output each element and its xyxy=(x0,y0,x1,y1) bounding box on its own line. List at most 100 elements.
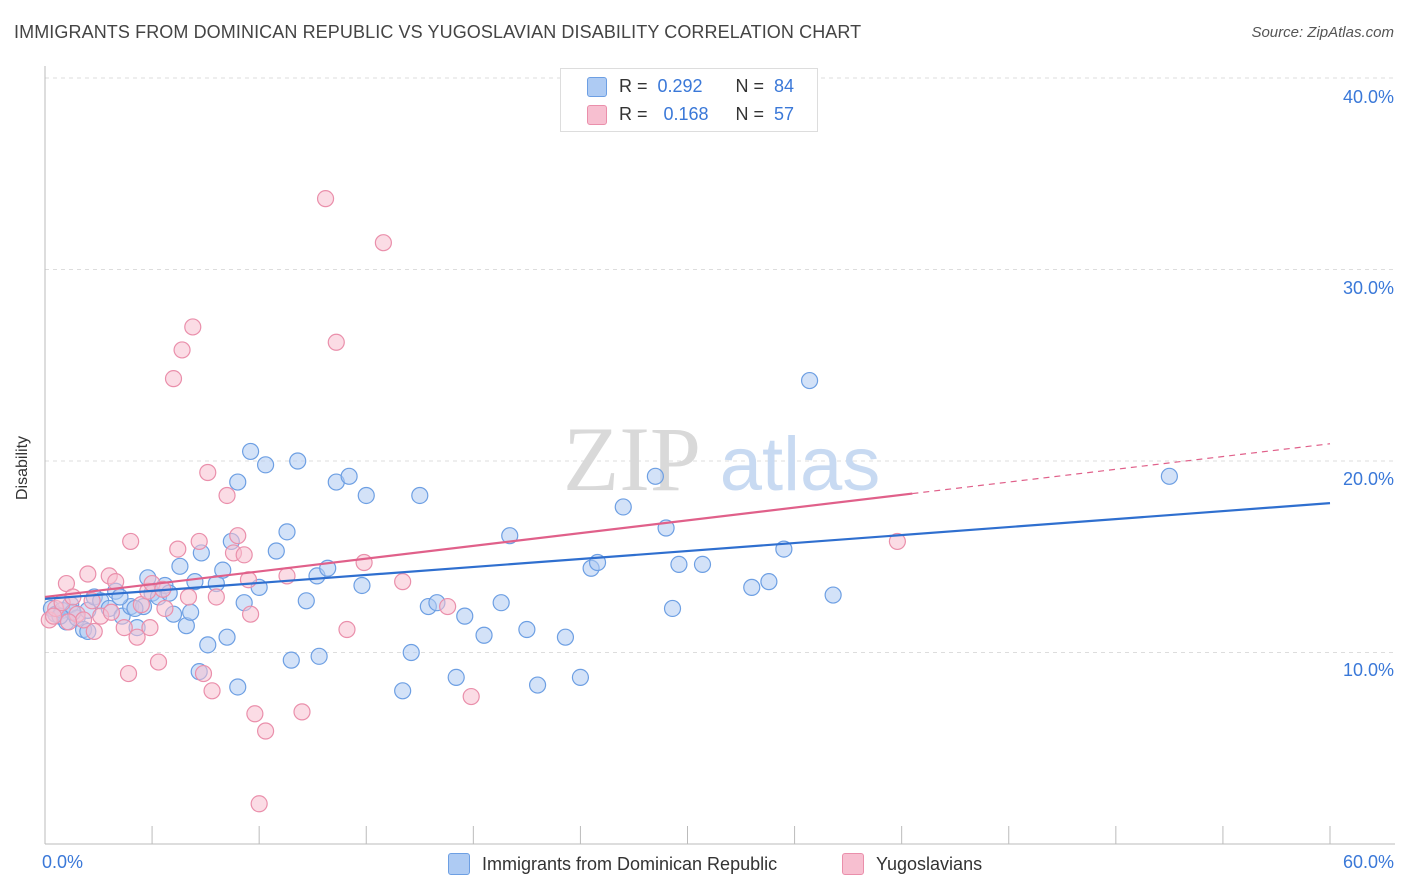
data-point-dominican xyxy=(278,523,296,541)
data-point-yugoslavian xyxy=(229,527,247,545)
y-tick-10: 10.0% xyxy=(1342,660,1394,680)
data-point-dominican xyxy=(111,588,129,606)
data-point-dominican xyxy=(310,647,328,665)
data-point-yugoslavian xyxy=(122,532,140,551)
data-point-dominican xyxy=(282,651,300,669)
data-point-dominican xyxy=(394,682,412,700)
data-point-yugoslavian xyxy=(462,687,480,706)
legend-r-value-2: 0.168 xyxy=(663,103,709,124)
chart-title: IMMIGRANTS FROM DOMINICAN REPUBLIC VS YU… xyxy=(14,22,862,42)
data-point-dominican xyxy=(693,555,712,574)
data-point-dominican xyxy=(447,668,465,686)
data-point-dominican xyxy=(353,576,371,595)
data-point-yugoslavian xyxy=(149,653,168,671)
data-point-dominican xyxy=(646,467,664,485)
legend-r-value-1: 0.292 xyxy=(657,75,703,96)
data-point-yugoslavian xyxy=(199,463,217,482)
trend-line-dominican-solid xyxy=(44,502,1331,600)
data-point-yugoslavian xyxy=(203,682,221,700)
data-point-dominican xyxy=(743,578,761,596)
legend-swatch-blue xyxy=(587,77,607,97)
data-point-yugoslavian xyxy=(338,620,356,639)
data-point-yugoslavian xyxy=(102,603,120,621)
legend-swatch-dominican xyxy=(448,853,470,875)
data-point-yugoslavian xyxy=(83,592,101,610)
data-point-yugoslavian xyxy=(316,190,335,208)
data-point-yugoslavian xyxy=(141,619,159,637)
data-point-yugoslavian xyxy=(173,341,191,359)
data-point-yugoslavian xyxy=(256,722,275,740)
legend-swatch-yugoslavian xyxy=(842,853,864,875)
series-yugoslavian-points xyxy=(40,190,906,813)
data-point-yugoslavian xyxy=(242,605,260,623)
data-point-dominican xyxy=(242,442,260,461)
legend-r-label-1: R = xyxy=(619,75,648,96)
data-point-dominican xyxy=(229,678,247,696)
legend-n-value-2: 57 xyxy=(774,103,795,124)
data-point-dominican xyxy=(528,676,547,694)
data-point-dominican xyxy=(340,467,358,485)
data-point-yugoslavian xyxy=(190,532,208,551)
legend-item-dominican: Immigrants from Dominican Republic xyxy=(448,852,777,876)
data-point-dominican xyxy=(492,594,510,612)
watermark-zip: ZIP xyxy=(563,408,701,510)
axes xyxy=(44,66,1395,845)
data-point-dominican xyxy=(267,542,285,560)
legend-label-yugoslavian: Yugoslavians xyxy=(876,853,983,874)
data-point-yugoslavian xyxy=(156,599,174,618)
y-tick-40: 40.0% xyxy=(1342,87,1394,107)
data-point-dominican xyxy=(297,592,315,610)
watermark: ZIP atlas xyxy=(563,408,880,510)
data-point-yugoslavian xyxy=(169,540,187,558)
data-point-dominican xyxy=(214,561,232,579)
data-point-yugoslavian xyxy=(184,318,202,336)
data-point-dominican xyxy=(670,555,688,574)
data-point-dominican xyxy=(475,626,493,644)
data-point-dominican xyxy=(663,599,682,618)
watermark-atlas: atlas xyxy=(720,422,881,507)
legend-n-label-2: N = xyxy=(735,103,765,124)
data-point-dominican xyxy=(456,607,474,625)
data-point-yugoslavian xyxy=(355,553,373,572)
data-point-dominican xyxy=(411,486,429,505)
grid-lines xyxy=(45,77,1395,653)
data-point-dominican xyxy=(171,557,189,575)
data-point-dominican xyxy=(518,620,536,639)
source-label: Source: ZipAtlas.com xyxy=(1251,24,1394,41)
data-point-dominican xyxy=(571,668,590,686)
legend-n-value-1: 84 xyxy=(774,75,795,96)
data-point-dominican xyxy=(289,452,307,470)
data-point-yugoslavian xyxy=(179,588,198,606)
data-point-dominican xyxy=(402,643,420,662)
legend-label-dominican: Immigrants from Dominican Republic xyxy=(482,853,778,874)
data-point-dominican xyxy=(501,527,519,545)
data-point-yugoslavian xyxy=(439,597,457,616)
data-point-dominican xyxy=(218,628,236,646)
data-point-yugoslavian xyxy=(394,573,412,591)
data-point-yugoslavian xyxy=(246,705,264,723)
data-point-dominican xyxy=(199,636,217,654)
data-point-dominican xyxy=(800,371,819,390)
trend-lines xyxy=(44,443,1331,600)
data-point-dominican xyxy=(1160,467,1178,485)
trend-line-yugoslavian-solid xyxy=(44,492,913,599)
data-point-dominican xyxy=(760,573,778,591)
data-point-yugoslavian xyxy=(85,622,103,641)
legend-item-yugoslavian: Yugoslavians xyxy=(842,852,982,876)
data-point-dominican xyxy=(556,628,575,646)
data-point-yugoslavian xyxy=(250,795,268,813)
data-point-yugoslavian xyxy=(128,628,146,646)
legend-r-label-2: R = xyxy=(619,103,648,124)
data-point-yugoslavian xyxy=(79,565,97,583)
data-point-yugoslavian xyxy=(218,486,236,505)
legend-n-label-1: N = xyxy=(735,75,765,96)
data-point-dominican xyxy=(824,586,842,604)
data-point-dominican xyxy=(182,603,200,621)
data-point-yugoslavian xyxy=(194,664,213,683)
data-point-yugoslavian xyxy=(119,664,138,683)
x-tick-min: 0.0% xyxy=(42,852,84,872)
data-point-dominican xyxy=(614,498,632,516)
data-point-yugoslavian xyxy=(327,333,345,351)
data-point-yugoslavian xyxy=(164,370,183,388)
